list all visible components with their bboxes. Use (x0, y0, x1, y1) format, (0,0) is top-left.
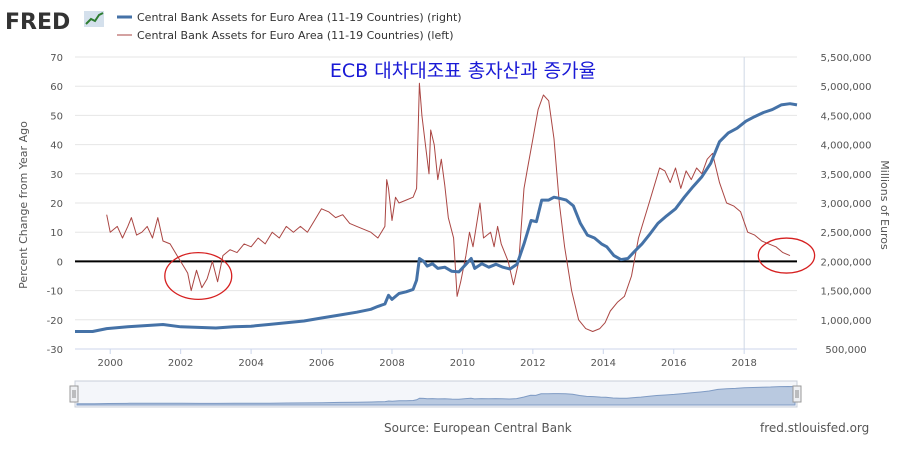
x-tick-label: 2014 (591, 358, 616, 369)
right-tick-label: 3,500,000 (821, 170, 872, 181)
left-tick-label: 10 (50, 228, 63, 239)
x-tick-label: 2002 (168, 358, 193, 369)
left-axis-label: Percent Change from Year Ago (17, 121, 30, 289)
navigator-area (76, 385, 796, 406)
left-tick-label: -20 (47, 316, 63, 327)
line-chart-icon (84, 11, 104, 27)
x-tick-label: 2010 (450, 358, 475, 369)
x-tick-label: 2016 (661, 358, 686, 369)
right-tick-label: 2,500,000 (821, 228, 872, 239)
left-tick-label: 20 (50, 199, 63, 210)
right-tick-label: 3,000,000 (821, 199, 872, 210)
annotation-layer (164, 237, 816, 301)
x-tick-label: 2012 (520, 358, 545, 369)
navigator-left-handle[interactable] (69, 385, 79, 403)
range-navigator[interactable] (69, 380, 802, 408)
x-axis-ticks: 2000 2002 2004 2006 2008 2010 2012 2014 2016 2018 (75, 348, 797, 369)
right-tick-label: 5,500,000 (821, 53, 872, 64)
x-tick-label: 2018 (731, 358, 756, 369)
right-axis-label: Millions of Euros (878, 160, 891, 250)
right-tick-label: 4,500,000 (821, 111, 872, 122)
left-tick-label: 50 (50, 111, 63, 122)
x-tick-label: 2004 (238, 358, 263, 369)
left-tick-label: 0 (57, 257, 63, 268)
legend-label-right: Central Bank Assets for Euro Area (11-19… (137, 11, 462, 24)
right-axis-ticks: 500,000 1,000,000 1,500,000 2,000,000 2,500,… (821, 53, 872, 356)
site-link[interactable]: fred.stlouisfed.org (760, 421, 869, 435)
left-tick-label: 30 (50, 170, 63, 181)
source-text: Source: European Central Bank (384, 421, 572, 435)
grid-lines (75, 56, 797, 350)
right-tick-label: 2,000,000 (821, 257, 872, 268)
left-tick-label: -30 (47, 345, 63, 356)
right-tick-label: 1,000,000 (821, 316, 872, 327)
left-tick-label: 60 (50, 82, 63, 93)
right-tick-label: 500,000 (825, 345, 866, 356)
fred-logo[interactable]: FRED (5, 10, 70, 35)
left-tick-label: 70 (50, 53, 63, 64)
left-axis-ticks: -30 -20 -10 0 10 20 30 40 50 60 70 (47, 53, 63, 356)
annotation-ellipse (757, 237, 816, 274)
right-tick-label: 1,500,000 (821, 287, 872, 298)
annotation-ellipse (164, 251, 233, 301)
series-layer (75, 82, 798, 333)
left-tick-label: -10 (47, 287, 63, 298)
series-line-assets (75, 102, 798, 333)
overlay-title: ECB 대차대조표 총자산과 증가율 (330, 60, 596, 82)
legend-label-left: Central Bank Assets for Euro Area (11-19… (137, 29, 454, 42)
x-tick-label: 2008 (379, 358, 404, 369)
navigator-right-handle[interactable] (792, 385, 802, 403)
x-tick-label: 2000 (97, 358, 122, 369)
left-tick-label: 40 (50, 141, 63, 152)
series-line-pct-change (106, 82, 791, 332)
right-tick-label: 5,000,000 (821, 82, 872, 93)
right-tick-label: 4,000,000 (821, 141, 872, 152)
x-tick-label: 2006 (309, 358, 334, 369)
